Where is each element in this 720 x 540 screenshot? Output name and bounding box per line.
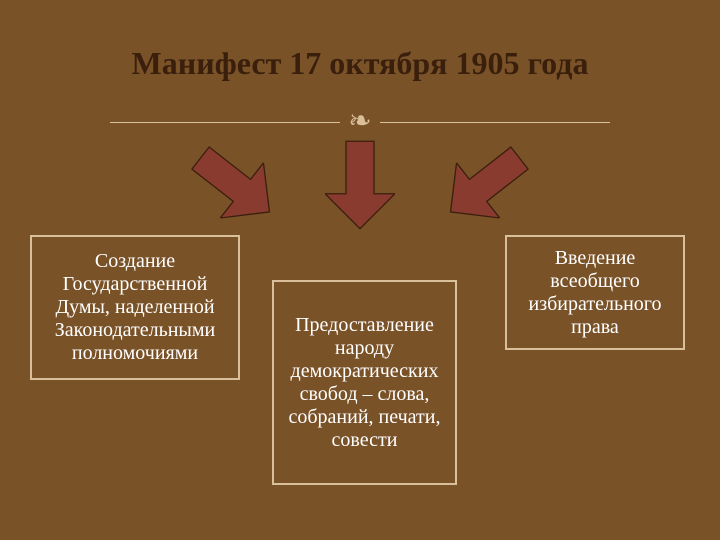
arrow-center	[325, 140, 395, 230]
box-center-text: Предоставление народу демократических св…	[278, 314, 451, 452]
title-divider: ❧	[0, 108, 720, 136]
slide-title: Манифест 17 октября 1905 года	[0, 45, 720, 82]
slide: Манифест 17 октября 1905 года ❧ Создание…	[0, 0, 720, 540]
divider-line-left	[110, 122, 340, 123]
box-right: Введение всеобщего избирательного права	[505, 235, 685, 350]
box-right-text: Введение всеобщего избирательного права	[511, 247, 679, 339]
arrow-left	[178, 130, 292, 241]
swirl-icon: ❧	[348, 108, 371, 136]
arrow-right	[428, 130, 542, 241]
divider-line-right	[380, 122, 610, 123]
box-left-text: Создание Государственной Думы, наделенно…	[36, 250, 234, 365]
box-left: Создание Государственной Думы, наделенно…	[30, 235, 240, 380]
box-center: Предоставление народу демократических св…	[272, 280, 457, 485]
